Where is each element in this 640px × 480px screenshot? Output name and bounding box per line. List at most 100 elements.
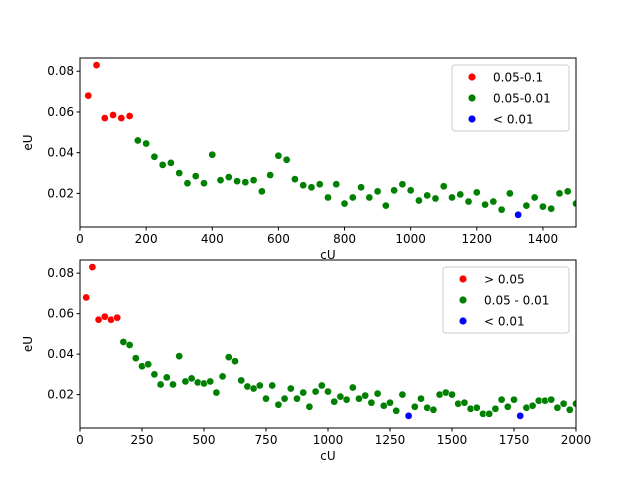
data-point-green bbox=[233, 177, 241, 186]
data-point-green bbox=[299, 181, 308, 190]
data-point-green bbox=[365, 193, 374, 202]
data-point-green bbox=[274, 151, 283, 160]
data-point-green bbox=[332, 180, 341, 189]
data-point-green bbox=[150, 152, 159, 161]
data-point-green bbox=[262, 394, 270, 403]
x-tick-label: 1500 bbox=[437, 433, 468, 447]
data-point-green bbox=[249, 176, 258, 185]
data-point-green bbox=[417, 394, 425, 403]
data-point-red bbox=[94, 315, 103, 324]
y-axis-label: eU bbox=[21, 134, 35, 150]
legend-marker-green bbox=[468, 94, 476, 102]
data-point-green bbox=[497, 205, 506, 214]
data-point-green bbox=[448, 390, 456, 399]
y-axis-label: eU bbox=[21, 336, 35, 352]
data-point-green bbox=[547, 395, 556, 404]
data-points bbox=[84, 61, 576, 219]
data-point-green bbox=[200, 179, 208, 188]
data-point-green bbox=[231, 357, 239, 366]
legend-box bbox=[451, 64, 570, 132]
x-tick-label: 400 bbox=[201, 232, 224, 246]
data-point-blue bbox=[404, 412, 413, 420]
data-point-green bbox=[563, 187, 572, 196]
legend-label: 0.05 - 0.01 bbox=[484, 294, 549, 308]
data-point-green bbox=[224, 173, 233, 181]
data-point-green bbox=[357, 183, 365, 192]
data-point-green bbox=[299, 388, 308, 397]
data-point-red bbox=[100, 114, 109, 122]
data-point-green bbox=[241, 178, 250, 187]
data-point-green bbox=[181, 377, 190, 386]
data-point-green bbox=[305, 402, 314, 411]
data-point-red bbox=[100, 312, 109, 321]
data-point-green bbox=[528, 401, 537, 410]
data-point-green bbox=[169, 380, 177, 389]
legend-marker-blue bbox=[468, 115, 476, 123]
data-point-green bbox=[206, 377, 215, 386]
data-point-green bbox=[324, 387, 332, 396]
data-point-green bbox=[367, 398, 376, 407]
data-point-red bbox=[82, 293, 91, 302]
legend-label: 0.05-0.01 bbox=[493, 92, 551, 106]
data-point-green bbox=[258, 187, 266, 196]
data-point-green bbox=[162, 373, 171, 382]
legend-label: < 0.01 bbox=[484, 315, 525, 329]
data-point-green bbox=[311, 387, 320, 396]
data-point-green bbox=[423, 191, 432, 200]
legend-marker-blue bbox=[459, 317, 467, 325]
data-point-green bbox=[472, 188, 481, 197]
y-tick-label: 0.02 bbox=[47, 388, 74, 402]
x-tick-label: 1000 bbox=[395, 232, 426, 246]
data-point-green bbox=[572, 399, 576, 408]
data-point-green bbox=[150, 370, 159, 379]
data-point-green bbox=[175, 352, 184, 360]
data-point-green bbox=[158, 161, 167, 169]
data-point-green bbox=[464, 197, 473, 206]
data-point-green bbox=[485, 409, 494, 418]
data-point-green bbox=[144, 360, 153, 369]
legend-label: > 0.05 bbox=[484, 273, 525, 287]
data-point-green bbox=[398, 390, 407, 399]
data-point-green bbox=[382, 201, 390, 210]
data-point-green bbox=[456, 190, 465, 199]
legend-box bbox=[442, 266, 570, 334]
data-point-green bbox=[497, 395, 506, 404]
data-point-red bbox=[113, 313, 122, 322]
data-point-red bbox=[109, 111, 117, 119]
data-point-green bbox=[183, 179, 192, 188]
y-tick-label: 0.06 bbox=[47, 105, 74, 119]
data-point-green bbox=[274, 400, 283, 409]
data-point-green bbox=[398, 180, 407, 189]
y-tick-label: 0.06 bbox=[47, 307, 74, 321]
x-tick-label: 1400 bbox=[528, 232, 559, 246]
data-point-green bbox=[547, 204, 556, 213]
data-point-green bbox=[539, 202, 547, 211]
data-point-red bbox=[117, 114, 126, 122]
legend: > 0.05 0.05 - 0.01 < 0.01 bbox=[442, 266, 570, 334]
data-point-green bbox=[315, 180, 324, 189]
data-point-green bbox=[503, 402, 512, 411]
data-point-green bbox=[530, 193, 539, 202]
data-point-green bbox=[280, 394, 289, 403]
data-points bbox=[82, 263, 576, 420]
data-point-green bbox=[439, 182, 448, 191]
data-point-green bbox=[386, 398, 394, 407]
data-point-green bbox=[249, 384, 258, 393]
data-point-green bbox=[282, 155, 291, 164]
data-point-red bbox=[84, 91, 93, 100]
y-tick-label: 0.08 bbox=[47, 64, 74, 78]
data-point-red bbox=[125, 112, 134, 120]
x-axis-label: cU bbox=[320, 449, 335, 463]
legend-marker-red bbox=[459, 275, 467, 283]
x-tick-label: 1250 bbox=[375, 433, 406, 447]
data-point-red bbox=[92, 61, 101, 69]
legend-label: 0.05-0.1 bbox=[493, 71, 543, 85]
data-point-green bbox=[224, 353, 233, 362]
y-tick-label: 0.02 bbox=[47, 186, 74, 200]
x-tick-label: 500 bbox=[193, 433, 216, 447]
x-tick-label: 2000 bbox=[561, 433, 592, 447]
data-point-green bbox=[379, 401, 388, 410]
data-point-green bbox=[156, 380, 165, 389]
x-tick-label: 0 bbox=[76, 433, 84, 447]
data-point-green bbox=[142, 139, 150, 148]
